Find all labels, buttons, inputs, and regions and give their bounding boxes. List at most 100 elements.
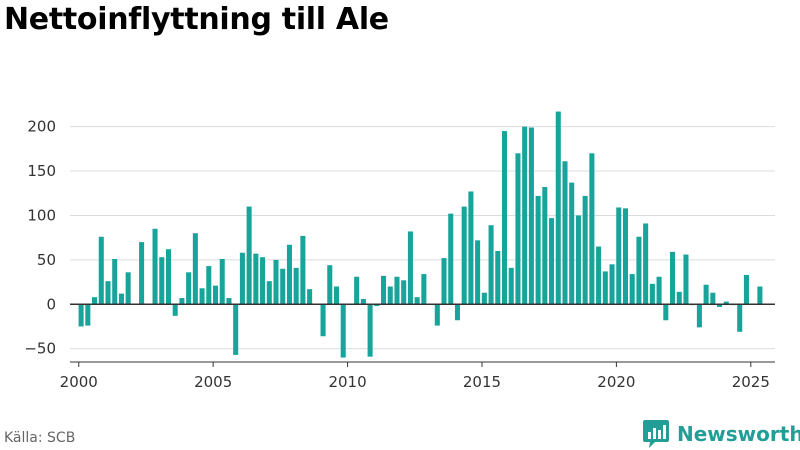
bar: [266, 281, 272, 305]
bar: [300, 235, 306, 305]
bar: [354, 276, 360, 305]
bar: [333, 286, 340, 305]
bar: [280, 268, 286, 305]
bar: [434, 304, 440, 326]
bar: [676, 291, 682, 305]
bar: [643, 223, 649, 305]
bars: [78, 111, 763, 358]
bar: [239, 252, 245, 305]
axes: −50 0 50 100 150 200 2000 2005 2010 2015 2020 2025: [24, 118, 775, 391]
bar: [253, 253, 259, 305]
bar: [327, 265, 333, 305]
x-tick-label: 2010: [328, 373, 366, 391]
bar: [441, 258, 447, 305]
x-tick-label: 2015: [463, 373, 501, 391]
bar: [112, 258, 118, 305]
bar: [743, 274, 749, 305]
bar: [609, 264, 615, 305]
bar: [535, 195, 541, 305]
bar: [421, 274, 427, 305]
bar: [475, 240, 481, 305]
bar: [407, 231, 413, 305]
bar: [213, 285, 219, 305]
bar: [260, 257, 266, 305]
bar: [367, 304, 373, 357]
y-tick-label: 150: [27, 162, 56, 180]
bar: [542, 187, 548, 305]
bar: [562, 161, 568, 305]
bar: [670, 251, 676, 305]
bar: [622, 208, 628, 305]
y-tick-label: 0: [46, 295, 56, 313]
bar: [508, 267, 514, 305]
bar: [602, 271, 608, 305]
bar: [582, 195, 588, 305]
bar: [246, 206, 252, 305]
bar: [340, 304, 346, 358]
newsworthy-logo: Newsworthy: [643, 418, 800, 450]
bar: [737, 304, 743, 332]
bar: [179, 298, 185, 305]
bar: [152, 228, 158, 305]
bar: [401, 280, 407, 305]
bar: [663, 304, 669, 321]
bar: [394, 276, 400, 305]
bar: [286, 244, 292, 305]
bar: [636, 236, 642, 305]
y-tick-label: 50: [37, 251, 56, 269]
x-tick-label: 2020: [597, 373, 635, 391]
bar: [139, 242, 145, 305]
bar: [616, 207, 622, 305]
bar: [649, 283, 655, 305]
bar: [98, 236, 104, 305]
bar: [575, 215, 581, 305]
bar: [360, 298, 366, 305]
bar: [165, 249, 171, 305]
bar: [85, 304, 91, 326]
bar: [381, 275, 387, 305]
y-tick-label: 100: [27, 206, 56, 224]
bar: [710, 292, 716, 305]
bar: [522, 126, 528, 305]
gridlines: [70, 126, 775, 350]
bar: [320, 304, 326, 337]
bar: [596, 246, 602, 305]
bar: [206, 266, 212, 305]
bar: [374, 304, 380, 307]
bar-chart: −50 0 50 100 150 200 2000 2005 2010 2015 2020 2025: [24, 111, 775, 391]
bar: [723, 301, 729, 305]
bar: [307, 289, 313, 305]
bar: [461, 206, 467, 305]
bar: [219, 258, 225, 305]
x-tick-label: 2025: [732, 373, 770, 391]
bar: [683, 254, 689, 305]
chart-title: Nettoinflyttning till Ale: [4, 2, 389, 37]
bar: [233, 304, 239, 355]
bar: [703, 284, 709, 305]
brand-name: Newsworthy: [677, 422, 800, 446]
bar: [549, 218, 555, 305]
bar: [495, 250, 501, 305]
x-tick-label: 2000: [60, 373, 98, 391]
bar: [656, 276, 662, 305]
bar: [414, 297, 420, 305]
bar: [757, 286, 763, 305]
bar: [454, 304, 460, 321]
bar: [589, 153, 595, 305]
source-label: Källa: SCB: [4, 430, 76, 446]
bar: [78, 304, 84, 327]
x-tick-label: 2005: [194, 373, 232, 391]
bar: [528, 127, 534, 305]
bar: [488, 225, 494, 305]
y-tick-label: −50: [24, 340, 56, 358]
bar: [387, 286, 393, 305]
bar: [186, 272, 192, 305]
bar: [481, 292, 487, 305]
y-tick-label: 200: [27, 118, 56, 136]
bar: [199, 288, 205, 305]
bar: [448, 213, 454, 305]
bar: [273, 259, 279, 305]
bar: [159, 257, 165, 305]
bar: [293, 267, 299, 305]
bar: [555, 111, 561, 305]
